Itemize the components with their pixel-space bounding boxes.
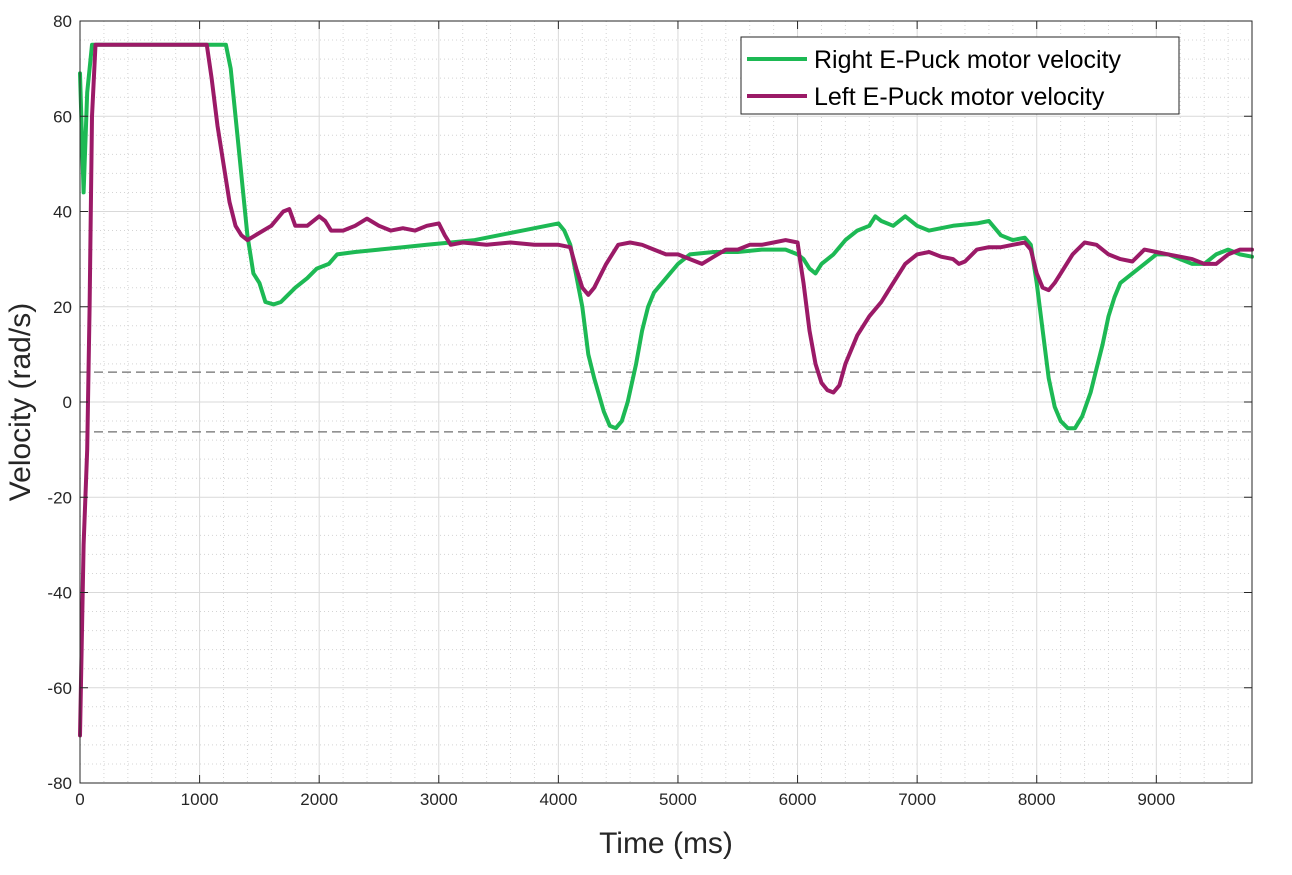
x-tick-label: 8000 (1018, 790, 1056, 809)
x-tick-label: 0 (75, 790, 84, 809)
y-tick-label: -40 (47, 584, 72, 603)
y-tick-label: 60 (53, 107, 72, 126)
y-tick-label: 0 (63, 393, 72, 412)
x-tick-label: 3000 (420, 790, 458, 809)
y-tick-label: -20 (47, 488, 72, 507)
series-layer (78, 42, 1254, 738)
legend: Right E-Puck motor velocity Left E-Puck … (740, 36, 1180, 115)
y-tick-label: 80 (53, 12, 72, 31)
y-tick-labels: -80 -60 -40 -20 0 20 40 60 80 (47, 12, 72, 793)
series-line-right-velocity (78, 42, 1254, 431)
x-tick-label: 6000 (779, 790, 817, 809)
y-tick-label: 20 (53, 298, 72, 317)
x-tick-label: 2000 (300, 790, 338, 809)
legend-box (740, 36, 1180, 115)
axis-ticks (79, 20, 1252, 784)
legend-label-left-velocity: Left E-Puck motor velocity (814, 83, 1105, 111)
x-axis-title: Time (ms) (599, 827, 733, 860)
x-tick-label: 4000 (539, 790, 577, 809)
y-tick-label: 40 (53, 203, 72, 222)
x-tick-labels: 0 1000 2000 3000 4000 5000 6000 7000 8000 9000 (75, 790, 1175, 809)
x-tick-label: 7000 (898, 790, 936, 809)
y-tick-label: -60 (47, 679, 72, 698)
x-tick-label: 1000 (181, 790, 219, 809)
x-tick-label: 9000 (1137, 790, 1175, 809)
series-line-left-velocity (78, 42, 1254, 738)
y-axis-title: Velocity (rad/s) (4, 303, 37, 501)
x-tick-label: 5000 (659, 790, 697, 809)
y-tick-label: -80 (47, 774, 72, 793)
legend-label-right-velocity: Right E-Puck motor velocity (814, 46, 1122, 74)
